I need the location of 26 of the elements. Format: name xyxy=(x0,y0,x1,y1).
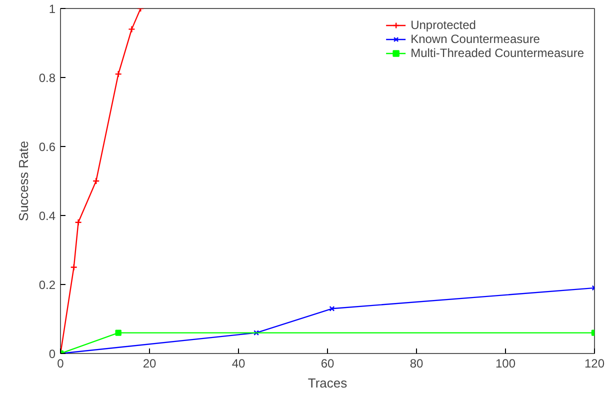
x-tick-label: 100 xyxy=(495,356,516,370)
point xyxy=(254,330,260,336)
y-tick-label: 0.4 xyxy=(38,209,56,223)
x-tick-label: 40 xyxy=(232,356,246,370)
y-tick-label: 0 xyxy=(48,347,56,361)
x-tick-label: 80 xyxy=(410,356,424,370)
y-axis-title: Success Rate xyxy=(16,140,31,222)
x-tick-label: 0 xyxy=(57,356,64,370)
legend-label: Unprotected xyxy=(410,18,476,32)
y-tick-label: 0.2 xyxy=(38,278,56,292)
point xyxy=(329,306,335,312)
y-tick-label: 0.6 xyxy=(38,140,56,154)
legend-label: Known Countermeasure xyxy=(410,32,540,46)
y-tick-label: 0.8 xyxy=(38,71,56,85)
x-tick-label: 20 xyxy=(142,356,156,370)
point xyxy=(115,330,122,336)
y-tick-label: 1 xyxy=(48,2,56,16)
point xyxy=(92,177,100,185)
x-tick-label: 60 xyxy=(320,356,334,370)
point xyxy=(114,70,122,78)
x-tick-label: 120 xyxy=(584,356,605,370)
point xyxy=(128,26,136,33)
point xyxy=(70,264,78,271)
legend-label: Multi-Threaded Countermeasure xyxy=(410,46,584,60)
point xyxy=(74,218,82,226)
x-axis-title: Traces xyxy=(308,376,348,390)
